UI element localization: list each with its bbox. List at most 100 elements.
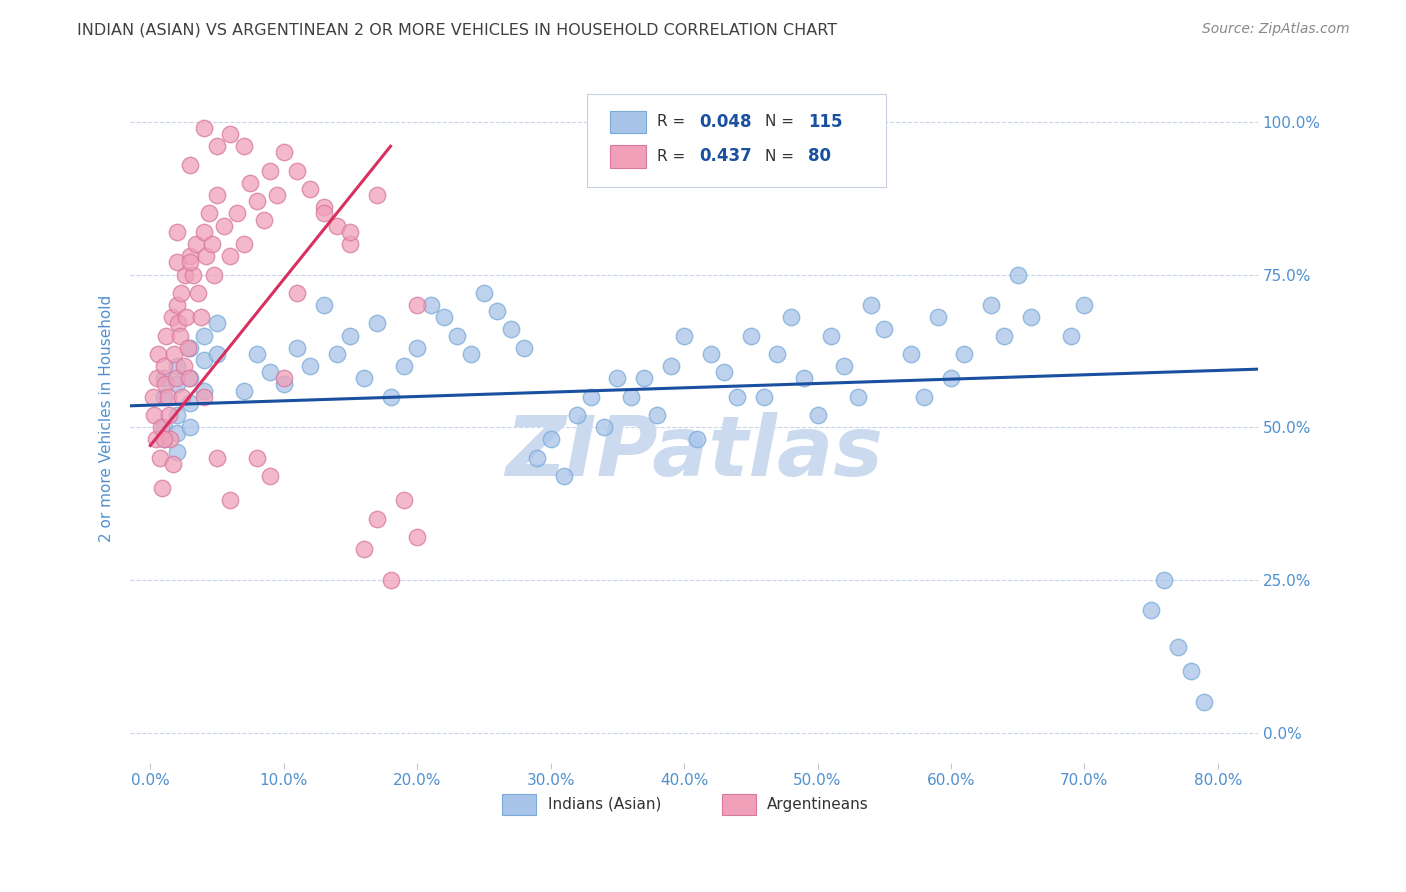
Point: [150, 420, 173, 434]
Point: [486, 304, 509, 318]
Point: [285, 285, 308, 300]
Point: [198, 206, 221, 220]
Point: [246, 347, 269, 361]
Text: ZIPatlas: ZIPatlas: [505, 412, 883, 493]
Text: R =: R =: [657, 114, 690, 129]
Point: [553, 469, 575, 483]
Point: [173, 359, 195, 373]
Point: [647, 408, 669, 422]
Point: [246, 450, 269, 465]
Point: [392, 493, 415, 508]
Point: [146, 371, 169, 385]
Point: [392, 359, 415, 373]
Point: [673, 328, 696, 343]
Point: [149, 450, 172, 465]
Point: [339, 237, 361, 252]
Point: [526, 450, 548, 465]
Point: [219, 127, 242, 141]
Point: [179, 396, 201, 410]
Point: [193, 390, 215, 404]
Point: [285, 163, 308, 178]
Point: [806, 408, 828, 422]
Text: N =: N =: [765, 114, 799, 129]
Point: [820, 328, 842, 343]
Point: [152, 433, 174, 447]
Point: [499, 322, 522, 336]
Point: [190, 310, 212, 325]
Point: [166, 359, 188, 373]
Point: [366, 512, 388, 526]
Point: [285, 341, 308, 355]
Point: [353, 371, 375, 385]
Point: [205, 347, 228, 361]
Point: [312, 200, 335, 214]
Point: [579, 390, 602, 404]
Point: [593, 420, 616, 434]
Point: [176, 310, 198, 325]
Point: [312, 206, 335, 220]
Point: [727, 390, 749, 404]
Point: [193, 353, 215, 368]
Point: [299, 182, 322, 196]
Point: [633, 371, 655, 385]
Point: [259, 365, 281, 379]
Point: [406, 530, 429, 544]
Point: [166, 298, 188, 312]
Point: [157, 408, 180, 422]
Point: [193, 225, 215, 239]
Point: [193, 384, 215, 398]
Point: [540, 433, 562, 447]
FancyBboxPatch shape: [610, 111, 645, 133]
Point: [166, 377, 188, 392]
Point: [179, 371, 201, 385]
Point: [166, 408, 188, 422]
Point: [148, 347, 170, 361]
Point: [179, 341, 201, 355]
Point: [339, 225, 361, 239]
Point: [953, 347, 976, 361]
Point: [219, 249, 242, 263]
Text: 80: 80: [808, 147, 831, 166]
Text: INDIAN (ASIAN) VS ARGENTINEAN 2 OR MORE VEHICLES IN HOUSEHOLD CORRELATION CHART: INDIAN (ASIAN) VS ARGENTINEAN 2 OR MORE …: [77, 22, 838, 37]
Point: [187, 285, 209, 300]
Point: [446, 328, 468, 343]
Point: [567, 408, 589, 422]
Point: [472, 285, 495, 300]
Point: [159, 433, 181, 447]
Point: [353, 542, 375, 557]
Point: [174, 268, 197, 282]
Point: [152, 371, 174, 385]
Point: [259, 469, 281, 483]
Point: [246, 194, 269, 209]
Point: [193, 120, 215, 135]
Point: [312, 298, 335, 312]
Point: [339, 328, 361, 343]
Point: [179, 420, 201, 434]
Point: [740, 328, 762, 343]
Point: [232, 237, 254, 252]
Point: [166, 255, 188, 269]
Point: [406, 341, 429, 355]
Point: [380, 573, 402, 587]
Point: [700, 347, 723, 361]
Point: [184, 237, 207, 252]
Point: [366, 188, 388, 202]
Point: [179, 249, 201, 263]
Text: N =: N =: [765, 149, 799, 164]
Point: [606, 371, 628, 385]
Point: [205, 317, 228, 331]
Point: [226, 206, 249, 220]
Point: [993, 328, 1015, 343]
Point: [1060, 328, 1083, 343]
Point: [713, 365, 735, 379]
Point: [1019, 310, 1042, 325]
Point: [219, 493, 242, 508]
Point: [202, 268, 225, 282]
Point: [143, 408, 166, 422]
Text: Source: ZipAtlas.com: Source: ZipAtlas.com: [1202, 22, 1350, 37]
Point: [900, 347, 922, 361]
Point: [513, 341, 536, 355]
Point: [406, 298, 429, 312]
Point: [177, 341, 200, 355]
Point: [620, 390, 643, 404]
